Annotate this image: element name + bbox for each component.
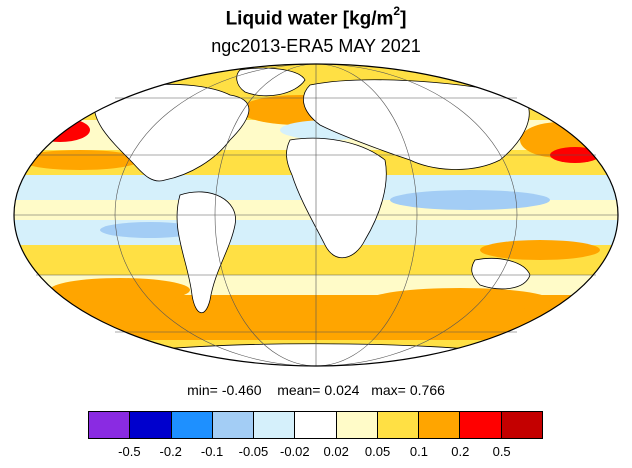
colorbar-label: -0.5 <box>118 444 141 459</box>
colorbar-label: -0.2 <box>159 444 182 459</box>
max-value: 0.766 <box>409 382 445 398</box>
colorbar-box <box>254 412 296 438</box>
colorbar-box <box>130 412 172 438</box>
colorbar-box <box>419 412 461 438</box>
colorbar-label: 0.1 <box>409 444 428 459</box>
map-title: Liquid water [kg/m2] <box>225 4 407 30</box>
min-label: min= <box>187 382 218 398</box>
max-label: max= <box>371 382 406 398</box>
colorbar-box <box>89 412 131 438</box>
colorbar-label: -0.05 <box>238 444 269 459</box>
colorbar-label: 0.02 <box>323 444 349 459</box>
colorbar-label: 0.2 <box>451 444 470 459</box>
colorbar-box <box>377 412 420 438</box>
colorbar-box <box>212 412 255 438</box>
colorbar-box <box>501 412 542 438</box>
colorbar-label: 0.5 <box>492 444 511 459</box>
colorbar-label: -0.1 <box>200 444 224 459</box>
stats-line: min= -0.460 mean= 0.024 max= 0.766 <box>0 382 632 398</box>
map-border <box>13 63 619 367</box>
colorbar-box <box>460 412 502 438</box>
colorbar-label: 0.05 <box>364 444 391 459</box>
mean-label: mean= <box>277 382 321 398</box>
colorbar-box <box>336 412 378 438</box>
colorbar-box <box>171 412 213 438</box>
colorbar-labels: -0.5 -0.2 -0.1 -0.05 -0.02 0.02 0.05 0.1 0.2 0.5 <box>88 444 543 462</box>
mean-value: 0.024 <box>324 382 360 398</box>
colorbar-box <box>295 412 337 438</box>
map-subtitle: ngc2013-ERA5 MAY 2021 <box>211 36 421 56</box>
colorbar <box>88 411 543 439</box>
colorbar-label: -0.02 <box>279 444 310 459</box>
min-value: -0.460 <box>221 382 262 398</box>
